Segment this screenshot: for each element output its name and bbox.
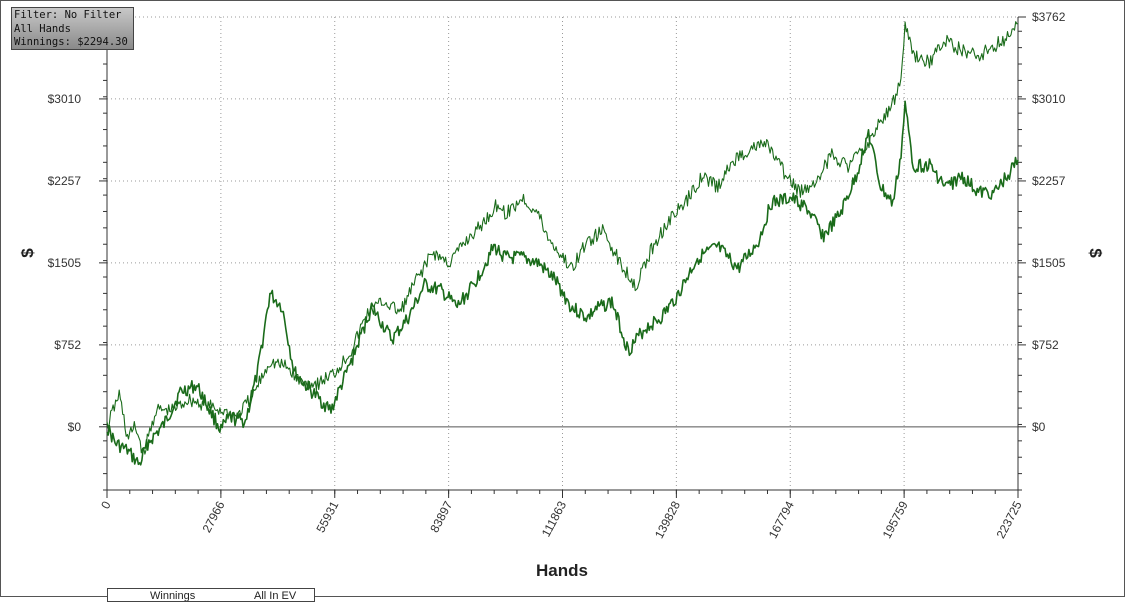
y-tick-label-right: $3762 xyxy=(1032,10,1066,24)
y-tick-label-left: $752 xyxy=(54,338,81,352)
y-tick-label-left: $1505 xyxy=(48,256,82,270)
legend-item-winnings: Winnings xyxy=(150,590,196,602)
x-tick-label: 27966 xyxy=(199,499,227,535)
x-tick-label: 167794 xyxy=(766,499,797,541)
x-tick-label: 0 xyxy=(98,499,114,512)
series-line-all-in-ev xyxy=(106,21,1019,455)
filter-info-box: Filter: No Filter All Hands Winnings: $2… xyxy=(11,7,134,50)
y-tick-label-left: $2257 xyxy=(48,174,82,188)
x-tick-label: 111863 xyxy=(539,499,569,540)
hands-label: All Hands xyxy=(14,22,71,35)
x-tick-label: 83897 xyxy=(427,499,455,535)
legend: Winnings All In EV xyxy=(107,588,315,602)
y-tick-label-right: $752 xyxy=(1032,338,1059,352)
tick-labels: $0 $0 $752 $752 $1505 $1505 $2257 $2257 $3010 $30… xyxy=(48,10,1066,541)
y-tick-label-left: $3010 xyxy=(48,92,82,106)
y-tick-label-right: $1505 xyxy=(1032,256,1066,270)
series-group xyxy=(106,21,1019,466)
x-tick-label: 55931 xyxy=(313,499,341,535)
axes xyxy=(99,16,1026,498)
series-line-winnings xyxy=(106,100,1019,466)
y-tick-label-right: $2257 xyxy=(1032,174,1066,188)
y-axis-title-left: $ xyxy=(18,248,37,258)
x-tick-label: 195759 xyxy=(880,499,911,541)
winnings-label: Winnings: $2294.30 xyxy=(14,36,128,48)
x-axis-title: Hands xyxy=(536,561,588,580)
y-tick-label-right: $0 xyxy=(1032,420,1046,434)
filter-label: Filter: No Filter xyxy=(14,9,122,21)
y-tick-label-left: $0 xyxy=(68,420,82,434)
y-axis-title-right: $ xyxy=(1086,248,1105,258)
x-tick-label: 139828 xyxy=(652,499,683,541)
legend-item-all-in-ev: All In EV xyxy=(254,590,297,602)
x-tick-label: 223725 xyxy=(993,499,1024,541)
y-tick-label-right: $3010 xyxy=(1032,92,1066,106)
